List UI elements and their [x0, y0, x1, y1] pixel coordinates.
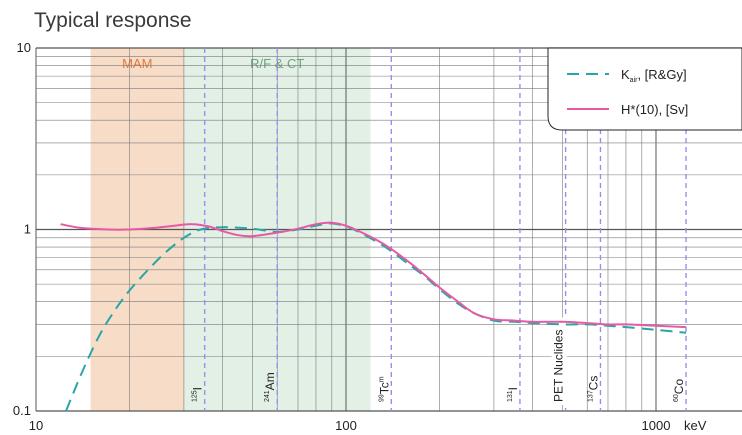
isotope-label-2: 99Tcm: [377, 376, 391, 402]
y-tick-label-0: 10: [17, 40, 31, 55]
y-tick-label-2: 0.1: [13, 403, 31, 418]
isotope-label-bg-4: [551, 317, 567, 405]
x-tick-label-0: 10: [29, 418, 43, 433]
isotope-label-6: 60Co: [672, 379, 686, 402]
isotope-label-3: 131I: [506, 387, 520, 402]
isotope-text-1: 241Am: [263, 372, 277, 402]
legend-label-0: Kair, [R&Gy]: [621, 67, 687, 84]
isotope-label-0: 125I: [191, 387, 205, 402]
isotope-text-4: PET Nuclides: [552, 330, 566, 402]
series-layer: [60, 221, 687, 412]
legend: Kair, [R&Gy] H*(10), [Sv]: [547, 47, 742, 131]
series-line-1: [60, 221, 687, 329]
isotope-label-5: 137Cs: [586, 376, 600, 402]
isotope-label-4: PET Nuclides: [551, 317, 567, 405]
series-line-0: [65, 222, 687, 412]
x-tick-label-1: 100: [335, 418, 357, 433]
isotope-layer: 125I 241Am 99Tcm 131I PET Nuclides 137Cs 60Co: [191, 48, 687, 411]
band-label-bg-0: [122, 57, 153, 72]
isotope-text-0: 125I: [191, 387, 205, 402]
chart-title: Typical response: [34, 9, 192, 32]
isotope-text-6: 60Co: [672, 379, 686, 402]
axis-layer: 10 100 1000 keV 10 1 0.1: [13, 40, 707, 433]
x-unit-label: keV: [684, 418, 707, 433]
isotope-label-1: 241Am: [263, 372, 277, 402]
legend-box: [547, 47, 742, 131]
isotope-text-3: 131I: [506, 387, 520, 402]
isotope-text-5: 137Cs: [586, 376, 600, 402]
y-tick-label-1: 1: [24, 222, 31, 237]
band-label-0: MAM: [122, 56, 152, 71]
legend-label-1: H*(10), [Sv]: [621, 102, 688, 117]
isotope-text-2: 99Tcm: [377, 376, 391, 402]
x-tick-label-2: 1000: [642, 418, 671, 433]
